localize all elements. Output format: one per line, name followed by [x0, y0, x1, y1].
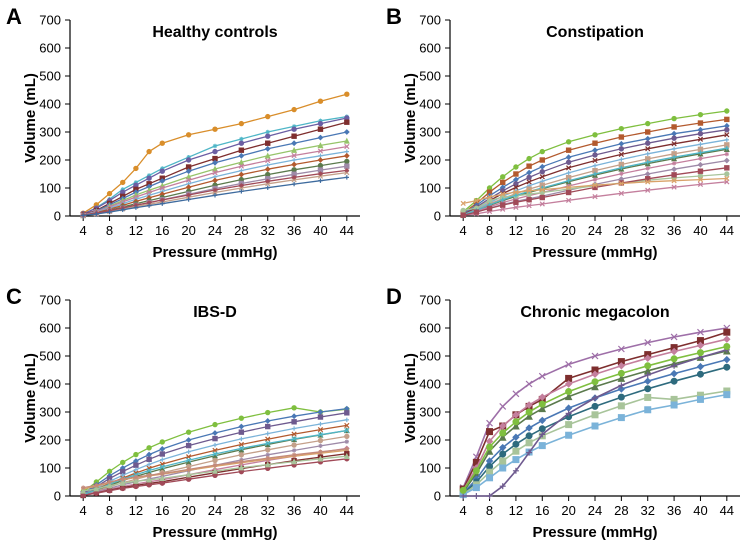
- x-tick-label: 8: [106, 503, 113, 518]
- y-tick-label: 200: [407, 433, 441, 448]
- x-tick-label: 28: [614, 503, 628, 518]
- x-tick-label: 20: [181, 223, 195, 238]
- x-tick-label: 32: [260, 503, 274, 518]
- x-tick-label: 20: [561, 503, 575, 518]
- y-tick-label: 0: [407, 209, 441, 224]
- y-tick-label: 0: [407, 489, 441, 504]
- x-tick-label: 40: [313, 223, 327, 238]
- x-tick-label: 44: [720, 503, 734, 518]
- x-tick-label: 32: [640, 223, 654, 238]
- y-tick-label: 100: [407, 181, 441, 196]
- panel-A: A Volume (mL) Healthy controls 481216202…: [6, 4, 366, 274]
- chart-svg-C: [70, 300, 360, 496]
- chart-svg-D: [450, 300, 740, 496]
- x-tick-label: 44: [720, 223, 734, 238]
- x-tick-label: 36: [667, 503, 681, 518]
- x-tick-label: 40: [693, 223, 707, 238]
- y-tick-label: 400: [407, 97, 441, 112]
- y-tick-label: 600: [27, 41, 61, 56]
- x-tick-label: 24: [208, 223, 222, 238]
- panel-C: C Volume (mL) IBS-D 48121620242832364044…: [6, 284, 366, 554]
- panel-D: D Volume (mL) Chronic megacolon 48121620…: [386, 284, 746, 554]
- x-axis-label-A: Pressure (mmHg): [70, 244, 360, 261]
- y-tick-label: 300: [407, 125, 441, 140]
- x-tick-label: 4: [80, 223, 87, 238]
- x-tick-label: 20: [561, 223, 575, 238]
- x-tick-label: 8: [106, 223, 113, 238]
- y-tick-label: 700: [407, 293, 441, 308]
- x-axis-label-C: Pressure (mmHg): [70, 524, 360, 541]
- y-tick-label: 100: [27, 461, 61, 476]
- panel-letter-C: C: [6, 284, 22, 310]
- x-tick-label: 12: [129, 223, 143, 238]
- y-tick-label: 100: [27, 181, 61, 196]
- x-tick-label: 4: [460, 223, 467, 238]
- y-tick-label: 400: [407, 377, 441, 392]
- x-tick-label: 12: [129, 503, 143, 518]
- x-tick-label: 24: [588, 223, 602, 238]
- x-tick-label: 24: [588, 503, 602, 518]
- x-tick-label: 32: [260, 223, 274, 238]
- y-tick-label: 700: [27, 293, 61, 308]
- y-tick-label: 0: [27, 209, 61, 224]
- y-tick-label: 200: [27, 153, 61, 168]
- x-tick-label: 12: [509, 503, 523, 518]
- chart-svg-A: [70, 20, 360, 216]
- y-tick-label: 300: [407, 405, 441, 420]
- x-tick-label: 8: [486, 503, 493, 518]
- y-tick-label: 700: [27, 13, 61, 28]
- x-tick-label: 36: [287, 223, 301, 238]
- chart-svg-B: [450, 20, 740, 216]
- y-tick-label: 600: [407, 41, 441, 56]
- x-axis-label-D: Pressure (mmHg): [450, 524, 740, 541]
- x-tick-label: 4: [460, 503, 467, 518]
- x-tick-label: 8: [486, 223, 493, 238]
- plot-B: Constipation 481216202428323640440100200…: [450, 20, 740, 216]
- x-tick-label: 4: [80, 503, 87, 518]
- y-tick-label: 600: [407, 321, 441, 336]
- y-tick-label: 500: [407, 69, 441, 84]
- y-tick-label: 600: [27, 321, 61, 336]
- plot-A: Healthy controls 48121620242832364044010…: [70, 20, 360, 216]
- x-tick-label: 28: [234, 503, 248, 518]
- x-tick-label: 44: [340, 503, 354, 518]
- x-axis-label-B: Pressure (mmHg): [450, 244, 740, 261]
- x-tick-label: 28: [234, 223, 248, 238]
- x-tick-label: 16: [155, 223, 169, 238]
- x-tick-label: 16: [155, 503, 169, 518]
- plot-C: IBS-D 4812162024283236404401002003004005…: [70, 300, 360, 496]
- x-tick-label: 16: [535, 223, 549, 238]
- x-tick-label: 40: [693, 503, 707, 518]
- panel-B: B Volume (mL) Constipation 4812162024283…: [386, 4, 746, 274]
- y-tick-label: 500: [407, 349, 441, 364]
- x-tick-label: 28: [614, 223, 628, 238]
- y-tick-label: 500: [27, 349, 61, 364]
- x-tick-label: 36: [667, 223, 681, 238]
- x-tick-label: 16: [535, 503, 549, 518]
- y-tick-label: 300: [27, 405, 61, 420]
- y-tick-label: 200: [27, 433, 61, 448]
- y-tick-label: 500: [27, 69, 61, 84]
- y-tick-label: 700: [407, 13, 441, 28]
- figure-root: A Volume (mL) Healthy controls 481216202…: [0, 0, 749, 554]
- panel-letter-A: A: [6, 4, 22, 30]
- x-tick-label: 44: [340, 223, 354, 238]
- x-tick-label: 12: [509, 223, 523, 238]
- x-tick-label: 40: [313, 503, 327, 518]
- y-tick-label: 100: [407, 461, 441, 476]
- y-tick-label: 300: [27, 125, 61, 140]
- x-tick-label: 20: [181, 503, 195, 518]
- x-tick-label: 36: [287, 503, 301, 518]
- x-tick-label: 24: [208, 503, 222, 518]
- y-tick-label: 0: [27, 489, 61, 504]
- y-tick-label: 400: [27, 377, 61, 392]
- plot-D: Chronic megacolon 4812162024283236404401…: [450, 300, 740, 496]
- x-tick-label: 32: [640, 503, 654, 518]
- panel-letter-B: B: [386, 4, 402, 30]
- panel-letter-D: D: [386, 284, 402, 310]
- y-tick-label: 400: [27, 97, 61, 112]
- y-tick-label: 200: [407, 153, 441, 168]
